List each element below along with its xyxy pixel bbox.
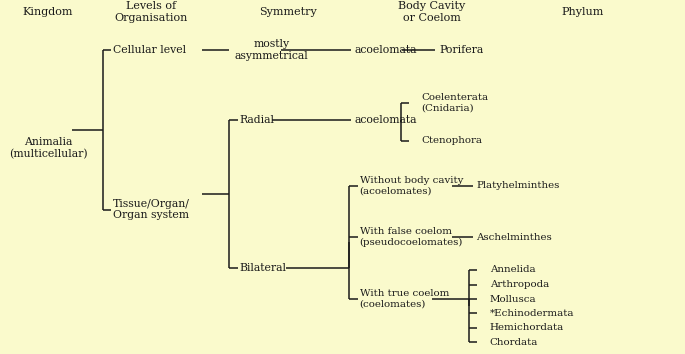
Text: Ctenophora: Ctenophora [421,136,482,145]
Text: *Echinodermata: *Echinodermata [490,309,574,318]
Text: acoelomata: acoelomata [355,115,417,125]
Text: Without body cavity
(acoelomates): Without body cavity (acoelomates) [360,176,463,195]
Text: Mollusca: Mollusca [490,295,536,303]
Text: Platyhelminthes: Platyhelminthes [476,181,560,190]
Text: Kingdom: Kingdom [23,7,73,17]
Text: Tissue/Organ/
Organ system: Tissue/Organ/ Organ system [113,199,190,221]
Text: Radial: Radial [240,115,275,125]
Text: Phylum: Phylum [561,7,603,17]
Text: Chordata: Chordata [490,338,538,347]
Text: Arthropoda: Arthropoda [490,280,549,289]
Text: Body Cavity
or Coelom: Body Cavity or Coelom [398,1,465,23]
Text: With true coelom
(coelomates): With true coelom (coelomates) [360,289,449,309]
Text: Cellular level: Cellular level [113,45,186,55]
Text: Aschelminthes: Aschelminthes [476,233,552,242]
Text: With false coelom
(pseudocoelomates): With false coelom (pseudocoelomates) [360,227,463,247]
Text: Animalia
(multicellular): Animalia (multicellular) [9,137,87,159]
Text: Coelenterata
(Cnidaria): Coelenterata (Cnidaria) [421,93,488,113]
Text: mostly
asymmetrical: mostly asymmetrical [234,39,308,61]
Text: Levels of
Organisation: Levels of Organisation [114,1,188,23]
Text: acoelomata: acoelomata [355,45,417,55]
Text: Symmetry: Symmetry [259,7,316,17]
Text: Bilateral: Bilateral [240,263,287,273]
Text: Hemichordata: Hemichordata [490,324,564,332]
Text: Porifera: Porifera [440,45,484,55]
Text: Annelida: Annelida [490,265,536,274]
